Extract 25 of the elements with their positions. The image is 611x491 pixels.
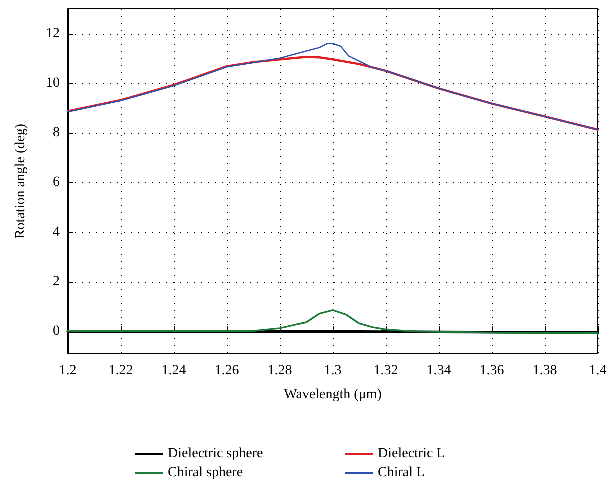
x-tick-label: 1.36	[480, 364, 504, 378]
legend-label: Chiral L	[378, 466, 426, 480]
x-axis-title: Wavelength (μm)	[284, 388, 382, 402]
x-tick-label: 1.3	[324, 364, 342, 378]
y-tick-label: 12	[46, 26, 60, 42]
x-tick-label: 1.2	[59, 364, 77, 378]
x-tick-label: 1.24	[162, 364, 186, 378]
legend-label: Dielectric L	[378, 446, 446, 462]
y-tick-label: 8	[53, 126, 60, 141]
legend-label: Chiral sphere	[168, 466, 244, 480]
x-tick-label: 1.4	[589, 364, 607, 378]
x-tick-label: 1.34	[426, 364, 452, 378]
y-axis-title: Rotation angle (deg)	[14, 124, 28, 240]
x-tick-label: 1.32	[374, 364, 398, 378]
x-tick-label: 1.28	[268, 364, 292, 378]
y-tick-label: 0	[53, 324, 60, 340]
y-tick-label: 6	[53, 175, 60, 190]
legend-label: Dielectric sphere	[168, 446, 264, 462]
x-tick-label: 1.22	[108, 364, 134, 378]
y-tick-label: 4	[53, 224, 60, 240]
y-tick-label: 10	[46, 76, 60, 91]
x-tick-label: 1.38	[532, 364, 558, 378]
x-tick-label: 1.26	[214, 364, 240, 378]
line-series	[67, 309, 599, 334]
y-tick-label: 2	[53, 274, 60, 290]
